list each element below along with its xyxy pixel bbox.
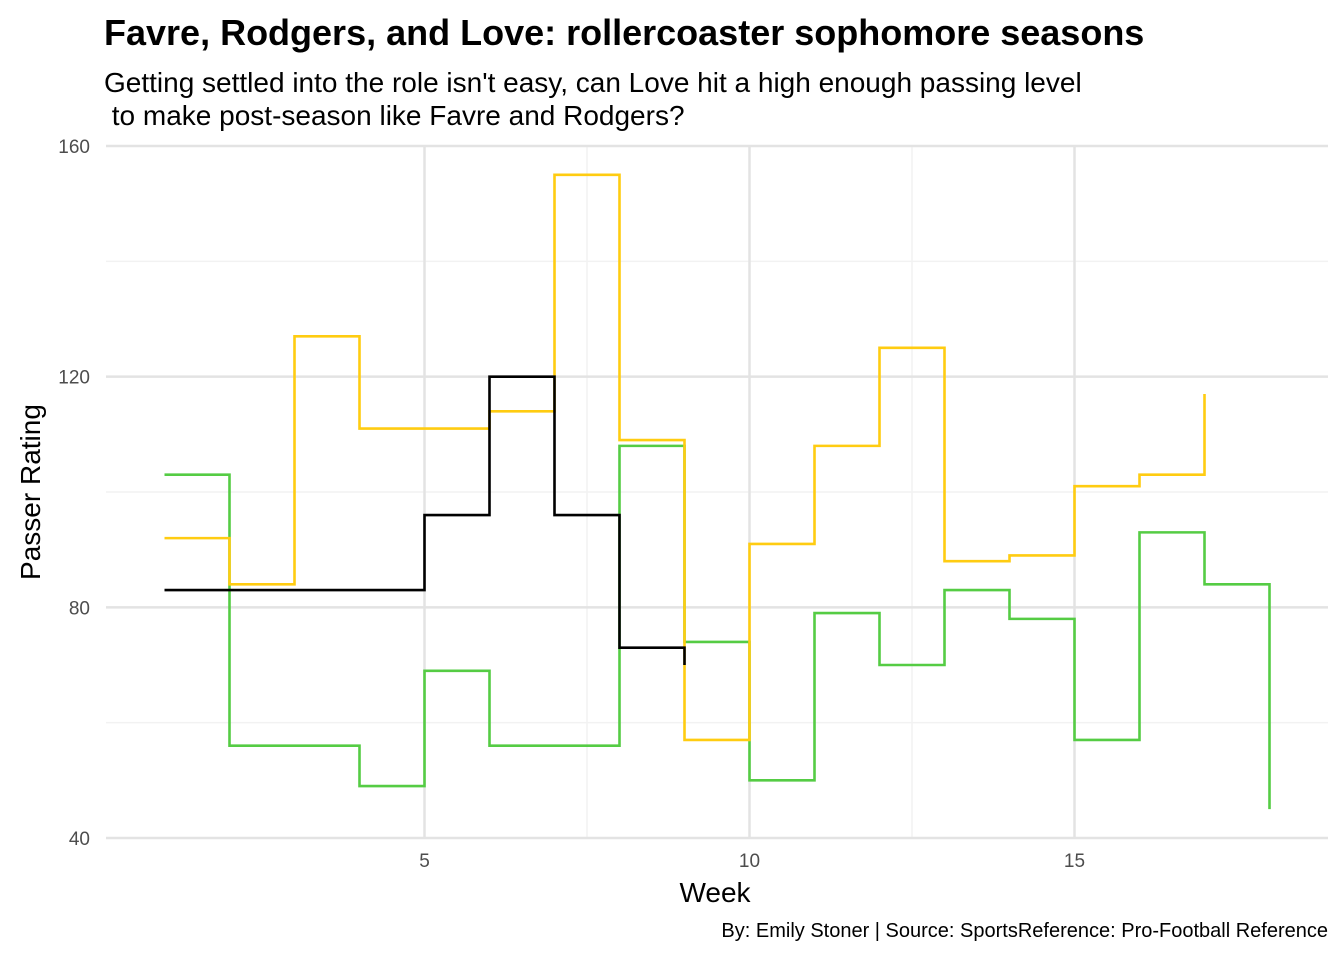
y-tick-label: 120 — [58, 368, 90, 389]
series-line-3 — [164, 375, 686, 665]
series-lines — [164, 173, 1271, 810]
chart-caption: By: Emily Stoner | Source: SportsReferen… — [721, 920, 1328, 942]
x-tick-label: 5 — [419, 851, 430, 872]
chart-subtitle: Getting settled into the role isn't easy… — [104, 67, 1082, 131]
y-axis-label: Passer Rating — [15, 404, 46, 580]
series-line-1 — [164, 444, 1271, 810]
chart-title: Favre, Rodgers, and Love: rollercoaster … — [104, 12, 1145, 53]
x-tick-label: 10 — [739, 851, 760, 872]
y-tick-label: 40 — [69, 829, 90, 850]
tick-labels: 5 10 15 40 80 120 160 — [58, 137, 1085, 872]
x-axis-label: Week — [679, 877, 751, 908]
x-tick-label: 15 — [1064, 851, 1085, 872]
y-tick-label: 160 — [58, 137, 90, 158]
grid-lines — [106, 144, 1328, 840]
y-tick-label: 80 — [69, 598, 90, 619]
series-line-2 — [164, 173, 1206, 742]
